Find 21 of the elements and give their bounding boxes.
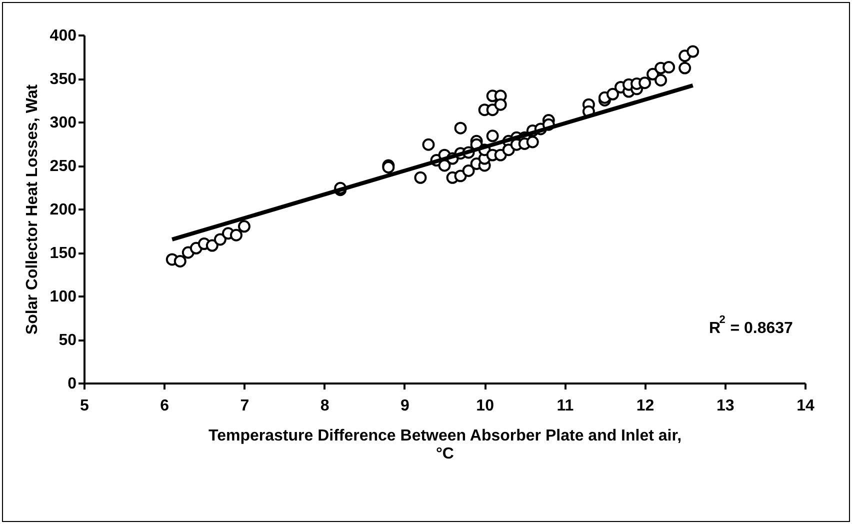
x-tick-label: 13 [716, 398, 734, 414]
y-tick-label: 200 [50, 202, 77, 218]
y-tick-label: 300 [50, 114, 77, 132]
y-tick-label: 400 [50, 28, 77, 44]
x-tick-label: 5 [80, 398, 90, 414]
x-tick-label: 8 [320, 398, 330, 414]
x-tick-label: 14 [796, 398, 814, 414]
y-tick-label: 350 [50, 71, 77, 88]
x-tick-label: 7 [240, 398, 250, 414]
x-tick-label: 12 [636, 398, 654, 414]
y-tick-label: 50 [58, 332, 77, 349]
x-tick-label: 11 [556, 398, 574, 414]
x-tick-label: 6 [160, 398, 170, 414]
x-tick-label: 10 [476, 398, 494, 414]
y-tick-label: 100 [50, 288, 77, 306]
x-tick-label: 9 [400, 398, 410, 414]
y-tick-label: 0 [68, 376, 77, 392]
y-tick-label: 250 [50, 158, 77, 175]
y-axis-title: Solar Collector Heat Losses, Wat [24, 84, 41, 335]
x-axis-title: Temperasture Difference Between Absorber Plate and Inlet air, °C [208, 428, 682, 462]
y-tick-label: 150 [50, 245, 77, 262]
